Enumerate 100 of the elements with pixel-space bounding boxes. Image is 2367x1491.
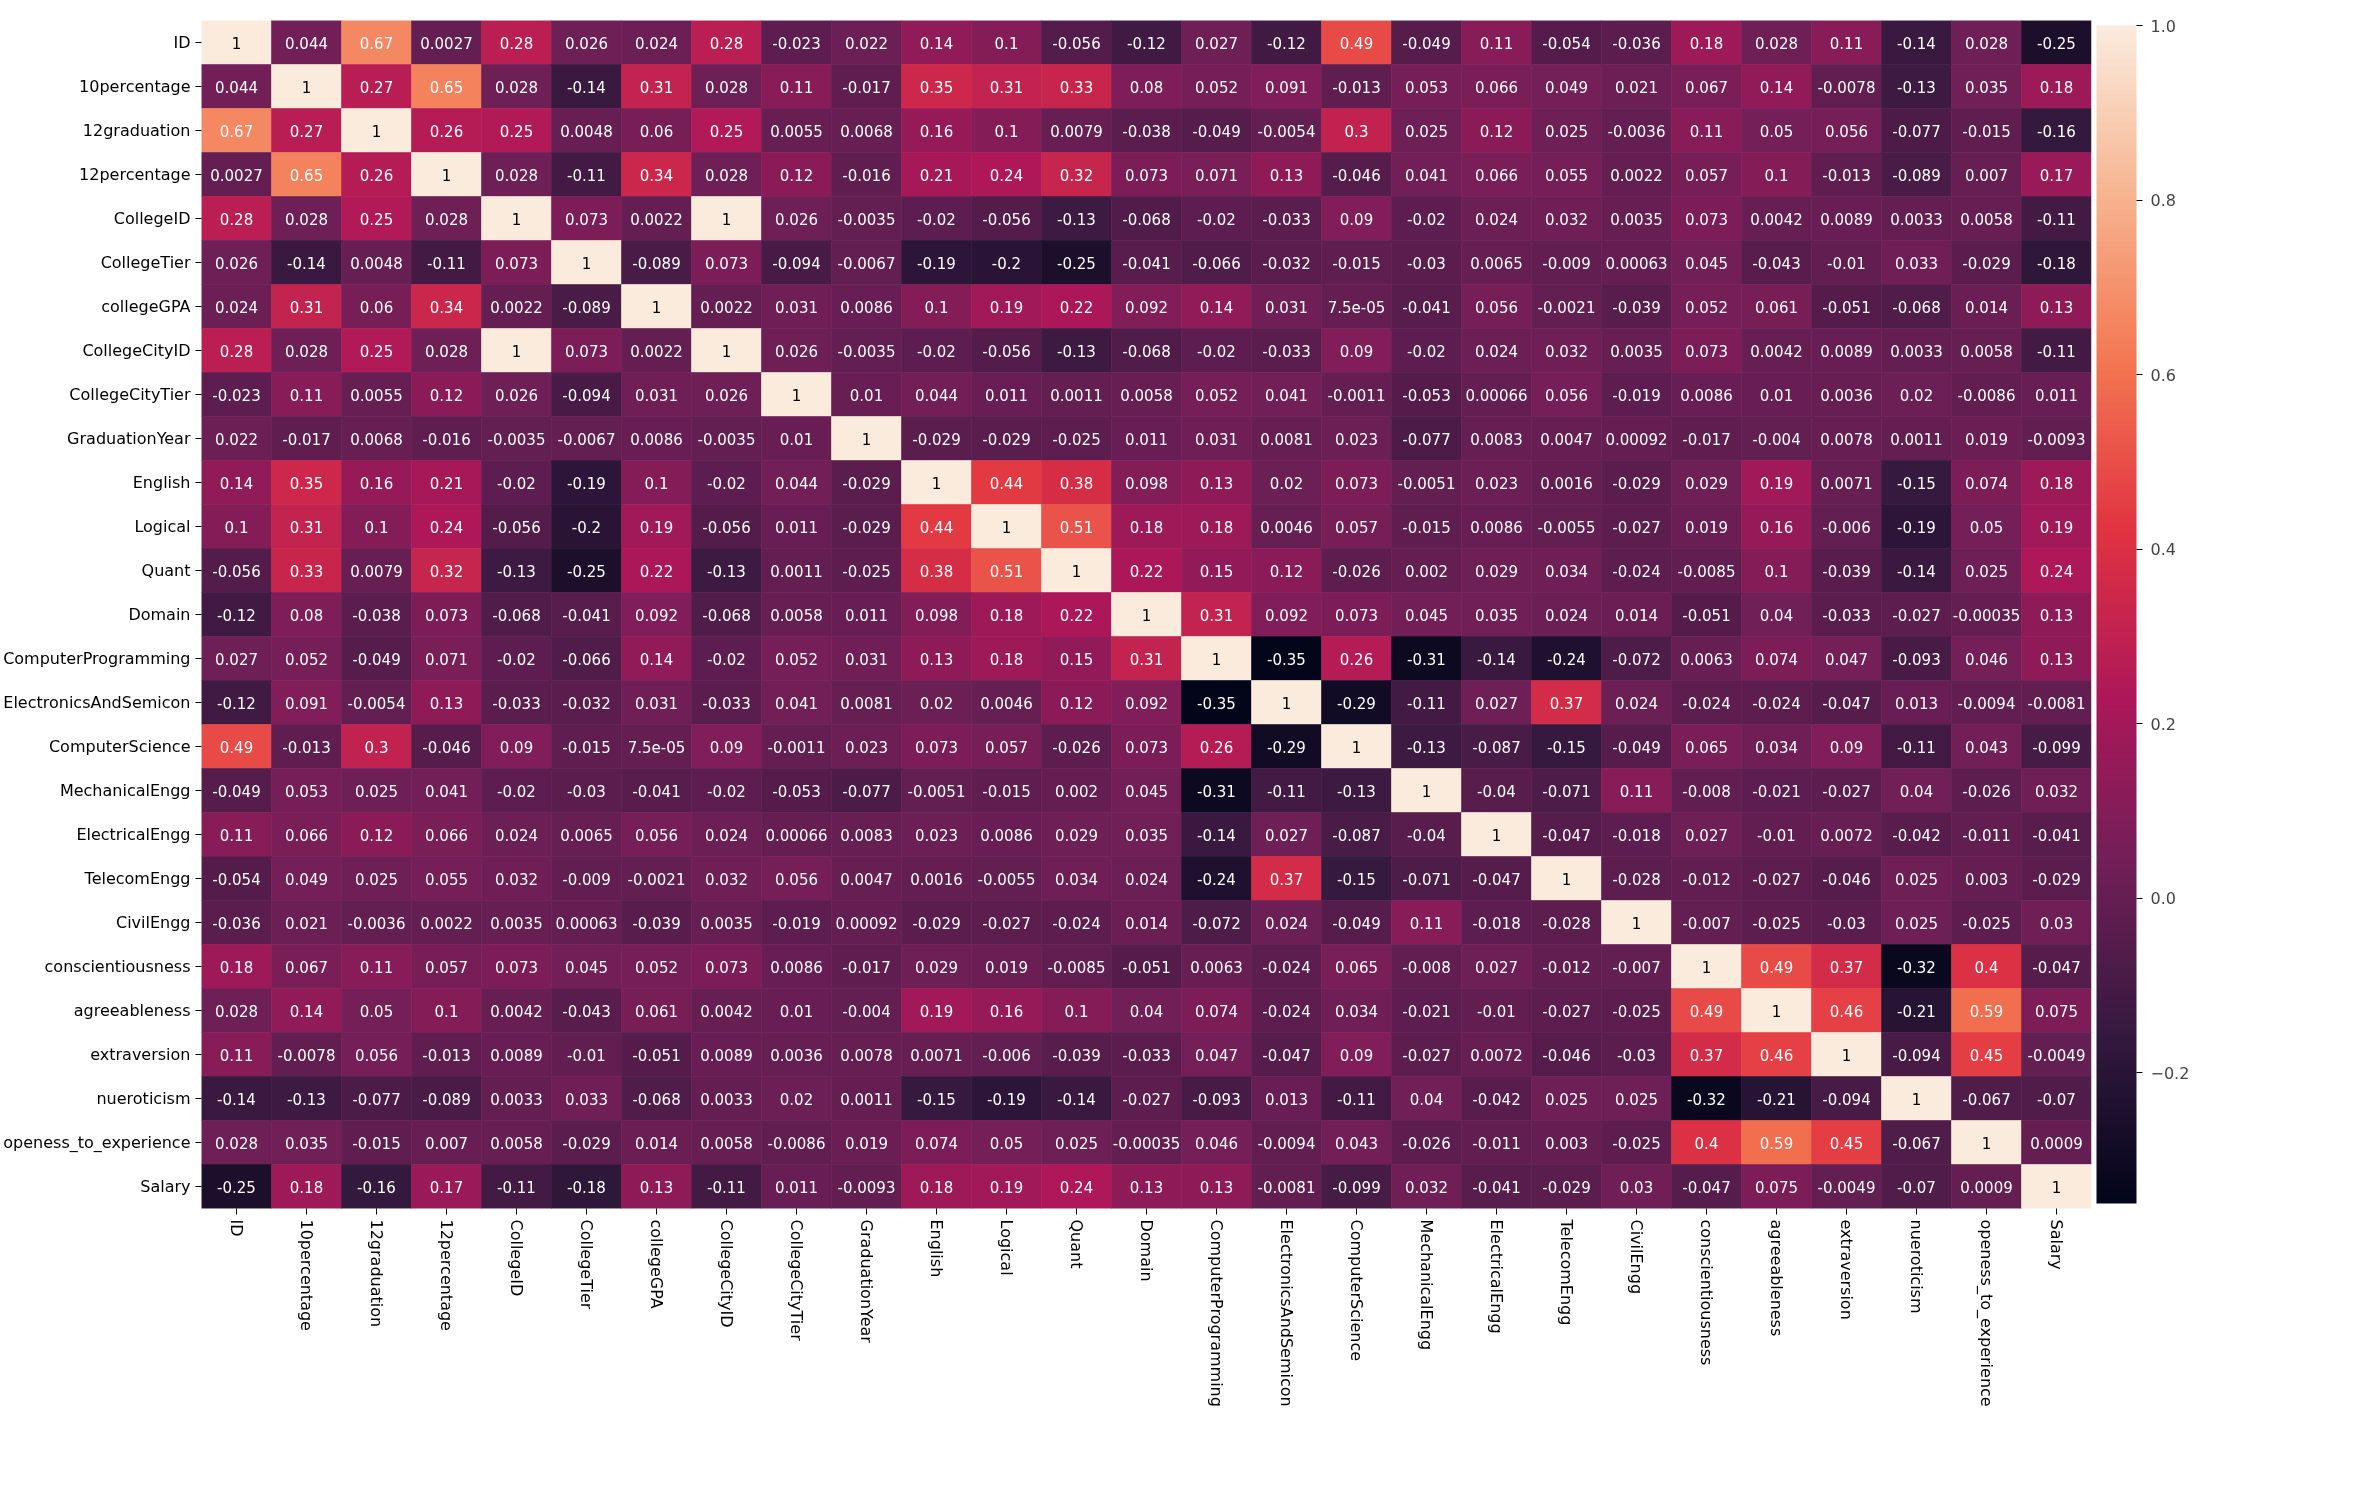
data-label: 0.044 bbox=[775, 474, 818, 493]
data-label: 0.0011 bbox=[1050, 386, 1103, 405]
y-tick-label: ID bbox=[173, 33, 191, 52]
data-label: -0.089 bbox=[422, 1090, 471, 1109]
x-tick-label: agreeableness bbox=[1767, 1219, 1786, 1337]
data-label: -0.041 bbox=[1122, 254, 1171, 273]
data-label: -0.038 bbox=[352, 606, 401, 625]
data-label: -0.023 bbox=[772, 34, 821, 53]
data-label: 1 bbox=[1911, 1090, 1922, 1109]
data-label: 0.1 bbox=[1764, 562, 1789, 581]
data-label: 0.0089 bbox=[700, 1046, 753, 1065]
data-label: 1 bbox=[1001, 518, 1012, 537]
data-label: 0.0086 bbox=[1470, 518, 1523, 537]
data-label: -0.039 bbox=[1612, 298, 1661, 317]
data-label: 0.044 bbox=[915, 386, 958, 405]
x-tick-label: conscientiousness bbox=[1697, 1219, 1716, 1366]
data-label: 0.13 bbox=[429, 694, 464, 713]
data-label: -0.051 bbox=[1122, 958, 1171, 977]
x-tick-label: ID bbox=[227, 1219, 246, 1237]
data-label: -0.12 bbox=[1127, 34, 1166, 53]
data-label: 1 bbox=[1841, 1046, 1852, 1065]
y-tick-label: 12percentage bbox=[79, 165, 191, 184]
data-label: 0.02 bbox=[1899, 386, 1934, 405]
data-label: 1 bbox=[651, 298, 662, 317]
data-label: -0.089 bbox=[1892, 166, 1941, 185]
data-label: -0.041 bbox=[1402, 298, 1451, 317]
data-label: -0.14 bbox=[217, 1090, 256, 1109]
y-tick-label: GraduationYear bbox=[67, 429, 191, 448]
x-tick-label: GraduationYear bbox=[857, 1219, 876, 1344]
data-label: -0.049 bbox=[1612, 738, 1661, 757]
data-label: 0.0009 bbox=[1960, 1178, 2013, 1197]
data-label: 0.0058 bbox=[490, 1134, 543, 1153]
data-label: -0.0051 bbox=[1397, 474, 1456, 493]
data-label: 0.17 bbox=[429, 1178, 464, 1197]
data-label: 0.0089 bbox=[490, 1046, 543, 1065]
data-label: -0.0035 bbox=[487, 430, 546, 449]
data-label: -0.056 bbox=[982, 342, 1031, 361]
data-label: 0.33 bbox=[1059, 78, 1094, 97]
data-label: 1 bbox=[1491, 826, 1502, 845]
data-label: -0.0085 bbox=[1677, 562, 1736, 581]
data-label: 0.04 bbox=[1759, 606, 1794, 625]
data-label: 0.0011 bbox=[770, 562, 823, 581]
data-label: 0.16 bbox=[359, 474, 394, 493]
data-label: 0.49 bbox=[219, 738, 254, 757]
data-label: -0.087 bbox=[1472, 738, 1521, 757]
data-label: 0.35 bbox=[919, 78, 954, 97]
data-label: 0.18 bbox=[1199, 518, 1234, 537]
data-label: -0.093 bbox=[1892, 650, 1941, 669]
data-label: 0.041 bbox=[775, 694, 818, 713]
data-label: 0.09 bbox=[1829, 738, 1864, 757]
data-label: -0.03 bbox=[1407, 254, 1446, 273]
data-label: 0.098 bbox=[915, 606, 958, 625]
data-label: 0.0055 bbox=[770, 122, 823, 141]
data-label: -0.089 bbox=[562, 298, 611, 317]
data-label: 0.035 bbox=[1965, 78, 2008, 97]
data-label: -0.0085 bbox=[1047, 958, 1106, 977]
data-label: 0.075 bbox=[1755, 1178, 1798, 1197]
data-label: 0.026 bbox=[705, 386, 748, 405]
data-label: 0.091 bbox=[1265, 78, 1308, 97]
data-label: 0.024 bbox=[495, 826, 538, 845]
data-label: -0.025 bbox=[1752, 914, 1801, 933]
x-tick-label: CollegeTier bbox=[577, 1219, 596, 1310]
data-label: 0.1 bbox=[1764, 166, 1789, 185]
data-label: -0.029 bbox=[842, 518, 891, 537]
data-label: 0.26 bbox=[429, 122, 464, 141]
data-label: 0.24 bbox=[989, 166, 1024, 185]
data-label: 0.023 bbox=[915, 826, 958, 845]
data-label: -0.29 bbox=[1267, 738, 1306, 757]
data-label: 0.028 bbox=[285, 210, 328, 229]
data-label: 0.073 bbox=[915, 738, 958, 757]
data-label: 0.019 bbox=[845, 1134, 888, 1153]
data-label: 0.19 bbox=[2039, 518, 2074, 537]
data-label: 0.67 bbox=[359, 34, 394, 53]
data-label: -0.12 bbox=[217, 694, 256, 713]
data-label: 0.0046 bbox=[1260, 518, 1313, 537]
data-label: -0.047 bbox=[1822, 694, 1871, 713]
data-label: -0.027 bbox=[1752, 870, 1801, 889]
data-label: 0.073 bbox=[1335, 606, 1378, 625]
data-label: 0.4 bbox=[1974, 958, 1999, 977]
data-label: 0.024 bbox=[635, 34, 678, 53]
data-label: 0.11 bbox=[219, 826, 254, 845]
data-label: -0.04 bbox=[1407, 826, 1446, 845]
data-label: 0.075 bbox=[2035, 1002, 2078, 1021]
data-label: -0.02 bbox=[1197, 210, 1236, 229]
data-label: 0.007 bbox=[1965, 166, 2008, 185]
data-label: 0.007 bbox=[425, 1134, 468, 1153]
data-label: -0.01 bbox=[1827, 254, 1866, 273]
data-label: 0.0042 bbox=[490, 1002, 543, 1021]
data-label: 0.074 bbox=[1965, 474, 2008, 493]
data-label: 0.0086 bbox=[1680, 386, 1733, 405]
data-label: 0.0071 bbox=[1820, 474, 1873, 493]
data-label: -0.012 bbox=[1542, 958, 1591, 977]
data-label: -0.03 bbox=[567, 782, 606, 801]
data-label: -0.15 bbox=[1337, 870, 1376, 889]
data-label: 0.0086 bbox=[630, 430, 683, 449]
data-label: 0.06 bbox=[639, 122, 674, 141]
data-label: -0.017 bbox=[842, 958, 891, 977]
data-label: -0.025 bbox=[1962, 914, 2011, 933]
data-label: -0.029 bbox=[1962, 254, 2011, 273]
data-label: -0.11 bbox=[2037, 342, 2076, 361]
